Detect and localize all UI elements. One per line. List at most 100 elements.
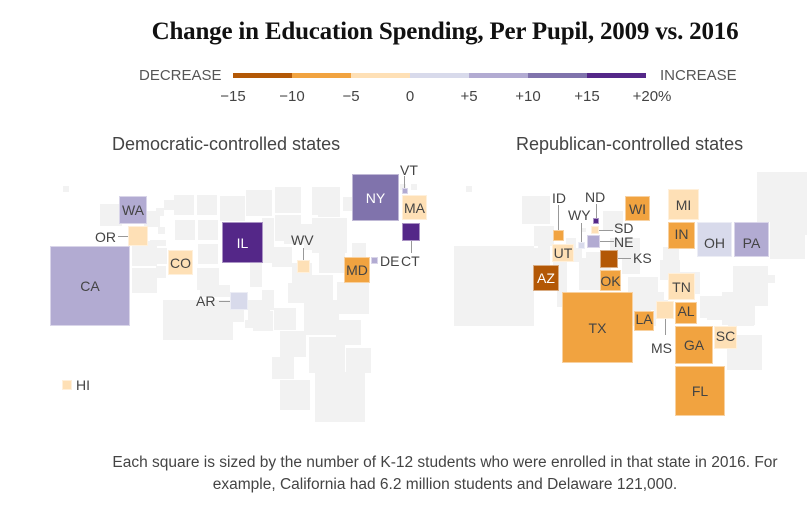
footnote: Each square is sized by the number of K-… (0, 452, 807, 496)
state-square-vt (402, 188, 408, 194)
state-square-other-party (728, 300, 754, 326)
state-label: MS (651, 340, 672, 356)
footnote-text: Each square is sized by the number of K-… (112, 454, 778, 493)
state-square-other-party (280, 380, 310, 410)
legend-tick-label: −10 (279, 88, 305, 105)
state-square-other-party (197, 195, 217, 215)
state-square-other-party (530, 248, 550, 268)
state-square-other-party (454, 246, 534, 326)
state-square-ut: UT (552, 244, 574, 262)
state-square-ct (402, 223, 420, 241)
legend-swatch (351, 73, 410, 78)
state-square-ny: NY (352, 174, 399, 221)
legend-tick-label: +20% (632, 88, 672, 105)
leader-line (618, 258, 631, 259)
state-square-other-party (757, 172, 807, 222)
state-label: NE (614, 234, 634, 250)
state-square-other-party (156, 266, 166, 278)
state-square-other-party (245, 320, 253, 328)
state-square-other-party (307, 275, 333, 301)
state-label: TX (588, 319, 607, 336)
state-label: ND (585, 189, 606, 205)
legend-tick-label: +5 (460, 88, 478, 105)
state-square-fl: FL (675, 366, 725, 416)
state-square-ca: CA (50, 246, 130, 326)
state-square-sd (591, 226, 599, 234)
state-square-other-party (150, 240, 166, 246)
state-square-other-party (309, 337, 345, 373)
state-square-other-party (274, 308, 296, 330)
state-label: VT (400, 162, 418, 178)
leader-line (118, 236, 128, 237)
state-label: AR (196, 293, 216, 309)
state-square-ks (600, 250, 618, 268)
state-label: WA (121, 202, 145, 218)
state-square-other-party (200, 285, 230, 297)
state-label: WY (568, 207, 591, 223)
state-square-other-party (163, 300, 233, 340)
leader-line (599, 230, 613, 231)
state-square-other-party (198, 220, 218, 240)
state-square-ar (230, 292, 248, 310)
chart-title: Change in Education Spending, Per Pupil,… (151, 18, 739, 45)
leader-line (600, 241, 614, 242)
state-square-wv (297, 260, 310, 273)
state-square-other-party (272, 357, 294, 379)
state-square-other-party (534, 226, 554, 246)
state-label: NY (365, 189, 386, 206)
state-square-other-party (262, 218, 274, 263)
state-label: ID (552, 190, 566, 206)
state-square-other-party (151, 248, 167, 264)
state-square-other-party (175, 220, 195, 240)
state-square-in: IN (668, 222, 695, 249)
state-square-other-party (797, 223, 807, 235)
state-square-other-party (767, 275, 775, 283)
state-square-other-party (400, 184, 406, 190)
leader-line (303, 248, 304, 260)
state-label: MI (675, 196, 692, 213)
state-label: LA (635, 311, 653, 327)
legend-increase-label: INCREASE (660, 67, 737, 84)
state-square-other-party (156, 208, 164, 216)
state-square-pa: PA (734, 222, 769, 257)
state-label: IN (674, 225, 689, 242)
state-square-other-party (272, 247, 292, 267)
state-label: FL (691, 383, 709, 399)
state-label: KS (633, 250, 652, 266)
legend-swatch (410, 73, 469, 78)
legend-tick-label: 0 (405, 88, 415, 105)
leader-line (581, 223, 582, 242)
state-label: UT (553, 245, 573, 261)
legend-tick-label: −15 (220, 88, 246, 105)
state-square-ok: OK (600, 270, 621, 291)
legend-swatch (292, 73, 351, 78)
state-square-other-party (582, 228, 586, 232)
state-label: WI (628, 200, 647, 217)
legend-tick-label: −5 (342, 88, 360, 105)
state-label: CT (401, 253, 420, 269)
state-square-other-party (337, 282, 369, 314)
state-square-other-party (63, 186, 69, 192)
state-square-or (128, 226, 148, 246)
state-square-other-party (318, 205, 340, 217)
state-square-nd (593, 218, 599, 224)
state-square-other-party (232, 310, 244, 322)
state-label: IL (236, 234, 249, 251)
state-square-hi (62, 380, 72, 390)
state-square-ms (656, 301, 674, 319)
state-square-other-party (100, 204, 122, 226)
state-square-tx: TX (562, 292, 633, 363)
state-square-other-party (197, 268, 219, 290)
state-square-other-party (164, 200, 174, 210)
state-label: SD (614, 220, 634, 236)
legend-swatch (233, 73, 292, 78)
state-square-other-party (174, 195, 194, 215)
leader-line (558, 205, 559, 230)
state-square-other-party (346, 348, 371, 373)
state-square-oh: OH (697, 222, 732, 257)
state-square-other-party (158, 227, 165, 234)
state-square-other-party (319, 247, 345, 273)
state-square-other-party (803, 205, 807, 225)
leader-line (404, 176, 405, 188)
state-label: GA (683, 337, 705, 353)
